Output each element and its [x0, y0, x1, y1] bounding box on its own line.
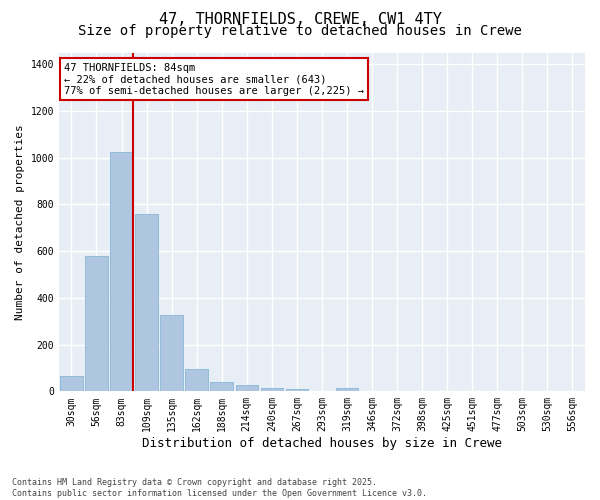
- Text: Contains HM Land Registry data © Crown copyright and database right 2025.
Contai: Contains HM Land Registry data © Crown c…: [12, 478, 427, 498]
- Bar: [136, 214, 158, 392]
- Text: 47, THORNFIELDS, CREWE, CW1 4TY: 47, THORNFIELDS, CREWE, CW1 4TY: [158, 12, 442, 28]
- Y-axis label: Number of detached properties: Number of detached properties: [15, 124, 25, 320]
- Bar: [211, 382, 233, 392]
- Bar: [110, 152, 133, 392]
- X-axis label: Distribution of detached houses by size in Crewe: Distribution of detached houses by size …: [142, 437, 502, 450]
- Bar: [260, 388, 283, 392]
- Bar: [336, 388, 358, 392]
- Bar: [286, 390, 308, 392]
- Bar: [60, 376, 83, 392]
- Bar: [160, 316, 183, 392]
- Bar: [85, 256, 108, 392]
- Bar: [236, 386, 258, 392]
- Text: Size of property relative to detached houses in Crewe: Size of property relative to detached ho…: [78, 24, 522, 38]
- Text: 47 THORNFIELDS: 84sqm
← 22% of detached houses are smaller (643)
77% of semi-det: 47 THORNFIELDS: 84sqm ← 22% of detached …: [64, 62, 364, 96]
- Bar: [185, 369, 208, 392]
